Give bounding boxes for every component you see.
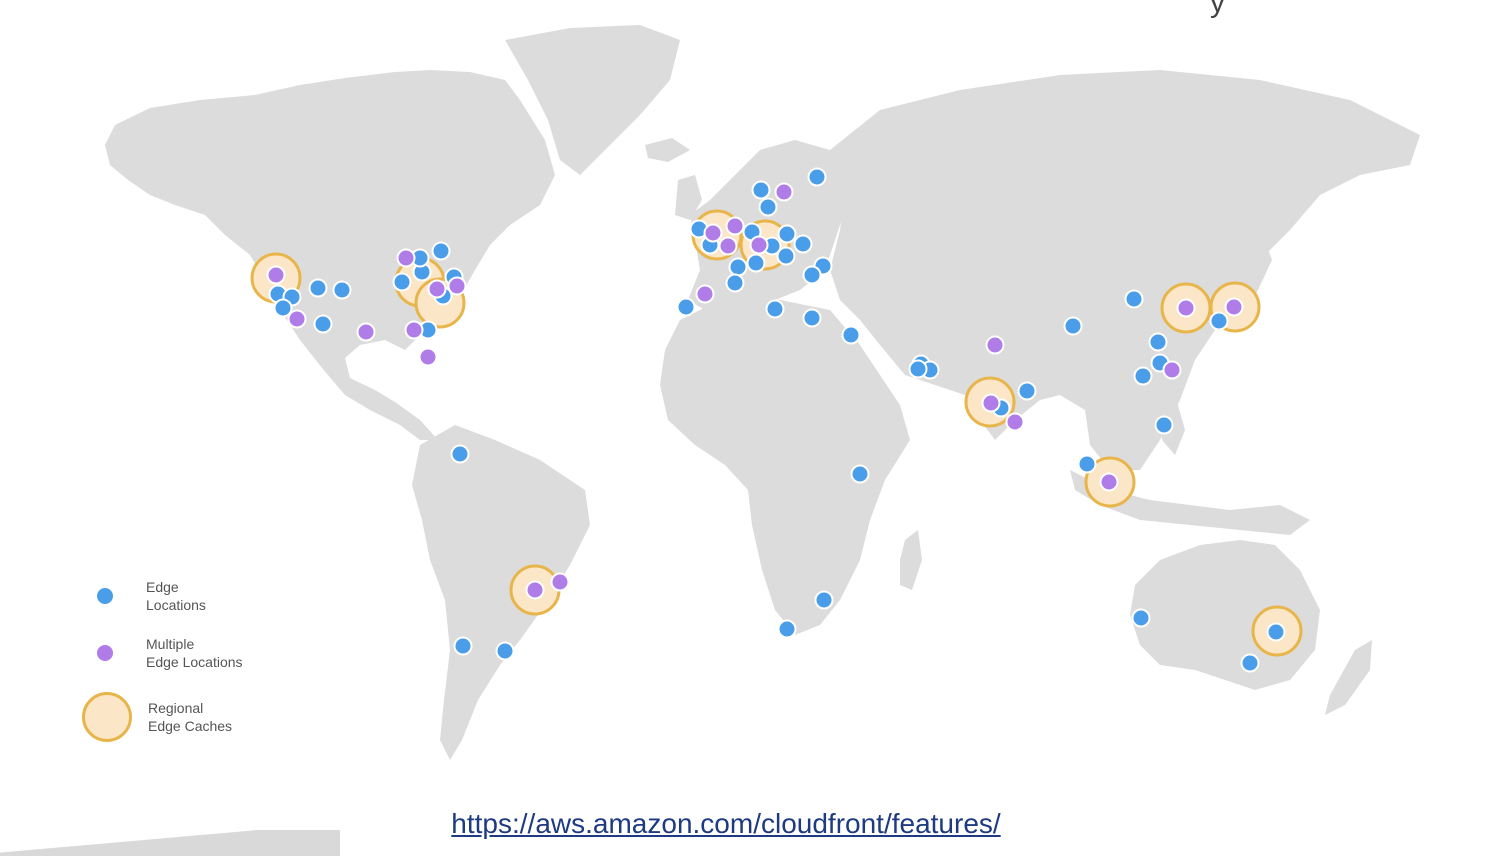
legend-label-edge: Edge Locations bbox=[146, 579, 206, 613]
edge-location-marker bbox=[802, 265, 822, 285]
edge-location-marker bbox=[308, 278, 328, 298]
legend-row-multi: Multiple Edge Locations bbox=[95, 635, 243, 671]
multiple-edge-location-marker bbox=[525, 580, 545, 600]
edge-location-marker bbox=[776, 246, 796, 266]
edge-location-marker bbox=[765, 299, 785, 319]
edge-location-marker bbox=[392, 272, 412, 292]
north-america bbox=[105, 70, 555, 440]
edge-location-marker bbox=[1240, 653, 1260, 673]
edge-location-marker bbox=[908, 359, 928, 379]
slide-edge-decoration bbox=[0, 830, 340, 856]
edge-location-marker bbox=[1063, 316, 1083, 336]
madagascar bbox=[900, 530, 922, 590]
edge-location-marker bbox=[332, 280, 352, 300]
edge-location-marker bbox=[725, 273, 745, 293]
cloudfront-features-link[interactable]: https://aws.amazon.com/cloudfront/featur… bbox=[451, 808, 1001, 839]
multiple-edge-location-marker bbox=[749, 235, 769, 255]
edge-location-marker bbox=[1148, 332, 1168, 352]
edge-location-marker bbox=[728, 257, 748, 277]
edge-location-marker bbox=[777, 619, 797, 639]
edge-location-marker bbox=[450, 444, 470, 464]
new-zealand bbox=[1325, 640, 1372, 715]
multiple-edge-location-swatch-icon bbox=[95, 643, 115, 663]
multiple-edge-location-marker bbox=[404, 320, 424, 340]
edge-location-marker bbox=[1209, 311, 1229, 331]
edge-location-marker bbox=[273, 298, 293, 318]
multiple-edge-location-marker bbox=[1224, 297, 1244, 317]
edge-location-marker bbox=[1131, 608, 1151, 628]
multiple-edge-location-marker bbox=[1176, 298, 1196, 318]
edge-location-marker bbox=[1266, 622, 1286, 642]
multiple-edge-location-marker bbox=[550, 572, 570, 592]
edge-location-marker bbox=[1077, 454, 1097, 474]
edge-location-marker bbox=[495, 641, 515, 661]
multiple-edge-location-marker bbox=[703, 223, 723, 243]
edge-location-marker bbox=[777, 224, 797, 244]
edge-location-marker bbox=[807, 167, 827, 187]
edge-location-marker bbox=[841, 325, 861, 345]
edge-location-marker bbox=[802, 308, 822, 328]
edge-location-marker bbox=[1017, 381, 1037, 401]
map-legend: Edge Locations Multiple Edge Locations R… bbox=[80, 572, 340, 752]
edge-location-marker bbox=[793, 234, 813, 254]
legend-label-multi: Multiple Edge Locations bbox=[146, 636, 243, 670]
asia bbox=[830, 70, 1420, 470]
multiple-edge-location-marker bbox=[718, 236, 738, 256]
multiple-edge-location-marker bbox=[774, 182, 794, 202]
edge-location-marker bbox=[850, 464, 870, 484]
multiple-edge-location-marker bbox=[396, 248, 416, 268]
multiple-edge-location-marker bbox=[1005, 412, 1025, 432]
multiple-edge-location-marker bbox=[427, 279, 447, 299]
iceland bbox=[645, 138, 690, 162]
multiple-edge-location-marker bbox=[447, 276, 467, 296]
british-isles bbox=[675, 175, 702, 220]
legend-row-edge: Edge Locations bbox=[95, 578, 206, 614]
edge-location-marker bbox=[1133, 366, 1153, 386]
edge-location-marker bbox=[453, 636, 473, 656]
edge-location-marker bbox=[746, 253, 766, 273]
title-fragment: y bbox=[1210, 0, 1225, 19]
southeast-asia-islands bbox=[1070, 470, 1310, 535]
multiple-edge-location-marker bbox=[1162, 360, 1182, 380]
multiple-edge-location-marker bbox=[287, 309, 307, 329]
multiple-edge-location-marker bbox=[418, 347, 438, 367]
africa bbox=[660, 300, 910, 635]
edge-location-marker bbox=[814, 590, 834, 610]
edge-location-marker bbox=[1124, 289, 1144, 309]
multiple-edge-location-marker bbox=[981, 393, 1001, 413]
legend-row-cache: Regional Edge Caches bbox=[82, 692, 232, 742]
edge-location-marker bbox=[1154, 415, 1174, 435]
south-america bbox=[412, 425, 590, 760]
greenland bbox=[505, 25, 680, 175]
features-link-container: https://aws.amazon.com/cloudfront/featur… bbox=[0, 808, 1452, 840]
multiple-edge-location-marker bbox=[356, 322, 376, 342]
edge-location-marker bbox=[751, 180, 771, 200]
legend-label-cache: Regional Edge Caches bbox=[148, 700, 233, 734]
regional-edge-cache-swatch-icon bbox=[82, 692, 132, 742]
multiple-edge-locations-layer bbox=[266, 182, 1244, 600]
edge-location-swatch-icon bbox=[95, 586, 115, 606]
multiple-edge-location-marker bbox=[985, 335, 1005, 355]
multiple-edge-location-marker bbox=[695, 284, 715, 304]
edge-location-marker bbox=[758, 197, 778, 217]
edge-location-marker bbox=[431, 241, 451, 261]
multiple-edge-location-marker bbox=[266, 265, 286, 285]
edge-location-marker bbox=[313, 314, 333, 334]
edge-location-marker bbox=[676, 297, 696, 317]
multiple-edge-location-marker bbox=[725, 216, 745, 236]
multiple-edge-location-marker bbox=[1099, 472, 1119, 492]
